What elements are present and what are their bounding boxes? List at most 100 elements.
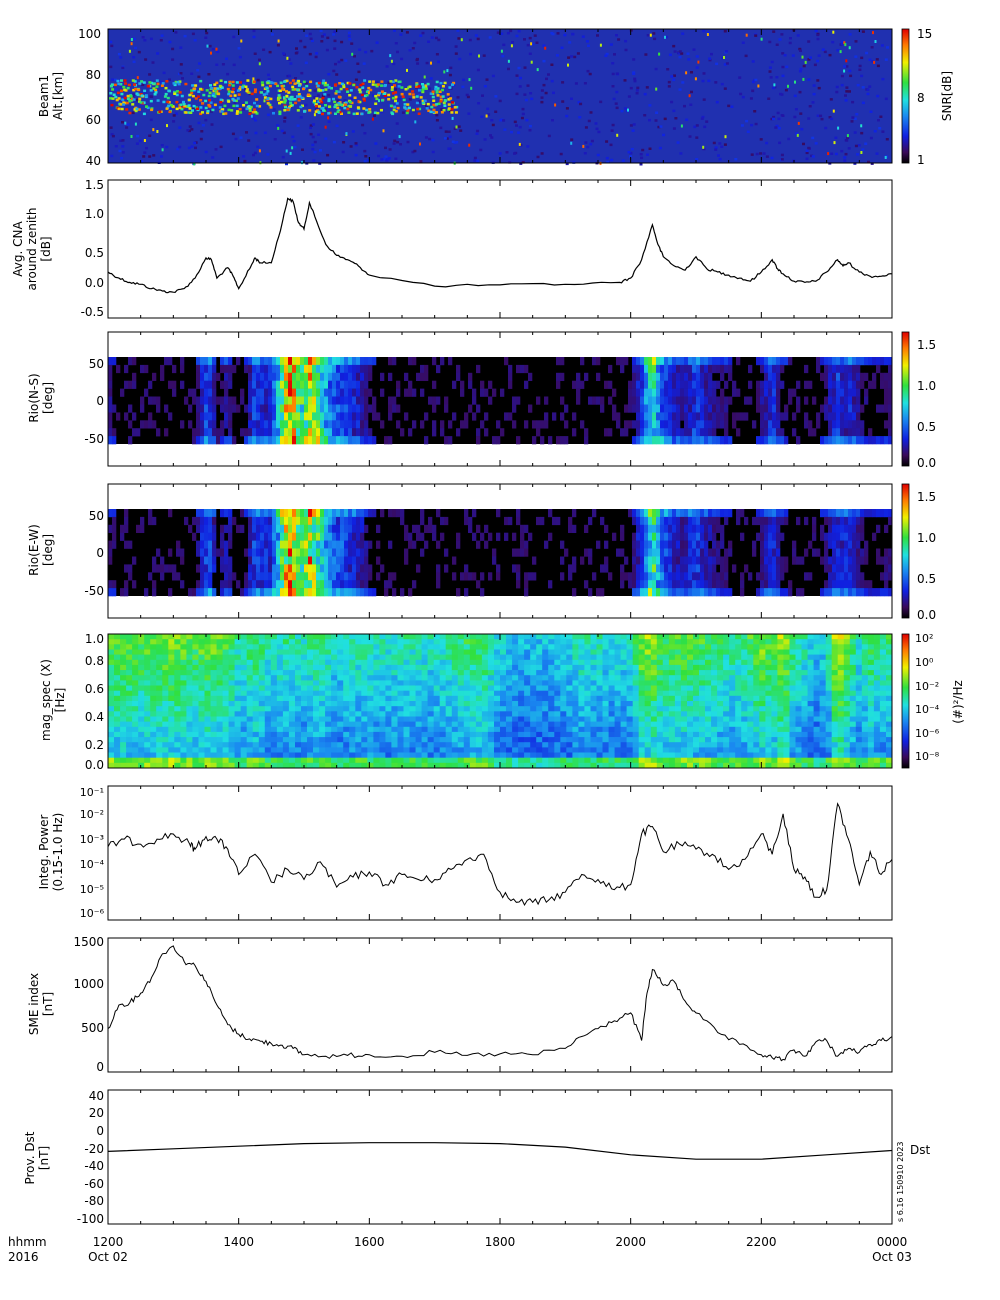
- rio-cell: [700, 580, 705, 589]
- beam-cell: [258, 149, 261, 153]
- beam-cell: [135, 142, 139, 145]
- rio-cell: [244, 364, 249, 374]
- beam-cell: [456, 96, 460, 99]
- beam-cell: [753, 110, 757, 113]
- rio-cell: [704, 540, 709, 549]
- rio-cell: [888, 509, 893, 518]
- rio-cell: [632, 404, 637, 413]
- rio-cell: [856, 572, 861, 581]
- beam-cell: [172, 82, 176, 85]
- rio-cell: [280, 396, 285, 405]
- magspec-cell: [264, 659, 272, 666]
- rio-cell: [248, 357, 253, 366]
- rio-cell: [640, 404, 645, 413]
- rio-cell: [768, 564, 773, 573]
- rio-cell: [364, 372, 369, 382]
- beam-cell: [278, 101, 281, 105]
- rio-cell: [652, 548, 657, 557]
- rio-cell: [716, 524, 721, 534]
- rio-cell: [840, 380, 845, 389]
- rio-cell: [292, 580, 297, 589]
- rio-cell: [492, 388, 497, 397]
- magspec-cell: [198, 711, 205, 717]
- beam-cell: [547, 73, 550, 76]
- beam-cell: [597, 130, 601, 134]
- rio-cell: [660, 428, 665, 437]
- magspec-cell: [288, 757, 296, 764]
- beam-cell: [823, 50, 827, 54]
- beam-cell: [216, 87, 219, 90]
- rio-cell: [436, 580, 441, 589]
- rio-cell: [320, 540, 325, 549]
- beam-cell: [708, 58, 712, 62]
- rio-cell: [352, 548, 357, 557]
- rio-cell: [192, 436, 197, 445]
- rio-cell: [316, 548, 321, 557]
- rio-cell: [268, 428, 273, 437]
- rio-cell: [660, 540, 665, 549]
- magspec-cell: [240, 706, 248, 712]
- rio-cell: [640, 428, 645, 437]
- magspec-cell: [246, 644, 254, 650]
- rio-cell: [360, 428, 365, 437]
- rio-cell: [648, 420, 653, 429]
- beam-cell: [386, 158, 390, 161]
- beam-cell: [395, 122, 399, 125]
- rio-cell: [640, 556, 645, 565]
- rio-cell: [832, 572, 837, 581]
- rio-cell: [420, 532, 425, 541]
- beam-cell: [194, 146, 197, 150]
- magspec-cell: [252, 649, 260, 655]
- beam-cell: [219, 79, 223, 82]
- rio-cell: [560, 436, 565, 445]
- beam-cell: [131, 96, 135, 99]
- rio-cell: [856, 380, 861, 389]
- beam-cell: [468, 38, 472, 42]
- rio-cell: [664, 532, 669, 541]
- magspec-cell: [252, 742, 260, 748]
- rio-cell: [664, 540, 669, 549]
- magspec-cell: [228, 747, 235, 753]
- beam-cell: [550, 79, 554, 83]
- rio-cell: [312, 404, 317, 413]
- beam-cell: [544, 46, 547, 50]
- rio-cell: [668, 436, 673, 445]
- beam-cell: [378, 91, 381, 95]
- beam-cell: [454, 111, 458, 114]
- rio-cell: [308, 396, 313, 405]
- rio-cell: [252, 588, 257, 597]
- beam-cell: [287, 58, 291, 61]
- rio-cell: [256, 357, 261, 366]
- rio-cell: [236, 357, 241, 366]
- rio-cell: [704, 364, 709, 374]
- rio-cell: [540, 516, 545, 526]
- beam-cell: [227, 90, 231, 93]
- magspec-cell: [240, 762, 248, 769]
- magspec-cell: [295, 701, 302, 707]
- magspec-cell: [252, 670, 260, 676]
- beam-cell: [886, 46, 889, 49]
- rio-cell: [548, 436, 553, 445]
- rio-cell: [212, 380, 217, 389]
- rio-cell: [484, 428, 489, 437]
- magspec-cell: [264, 670, 272, 676]
- magspec-cell: [276, 695, 284, 702]
- beam-cell: [843, 159, 847, 162]
- magspec-cell: [276, 670, 284, 676]
- rio-cell: [824, 532, 829, 541]
- rio-cell: [636, 580, 641, 589]
- rio-cell: [444, 564, 449, 573]
- rio-cell: [200, 357, 205, 366]
- beam-cell: [311, 123, 315, 126]
- rio-cell: [620, 572, 625, 581]
- beam-cell: [400, 57, 404, 61]
- beam-cell: [194, 84, 198, 87]
- magspec-cell: [204, 680, 211, 686]
- magspec-cell: [156, 711, 163, 717]
- rio-cell: [660, 388, 665, 397]
- beam-cell: [199, 79, 203, 83]
- beam-cell: [443, 81, 447, 85]
- rio-cell: [760, 588, 765, 597]
- rio-cell: [308, 372, 313, 382]
- rio-cell: [308, 388, 313, 397]
